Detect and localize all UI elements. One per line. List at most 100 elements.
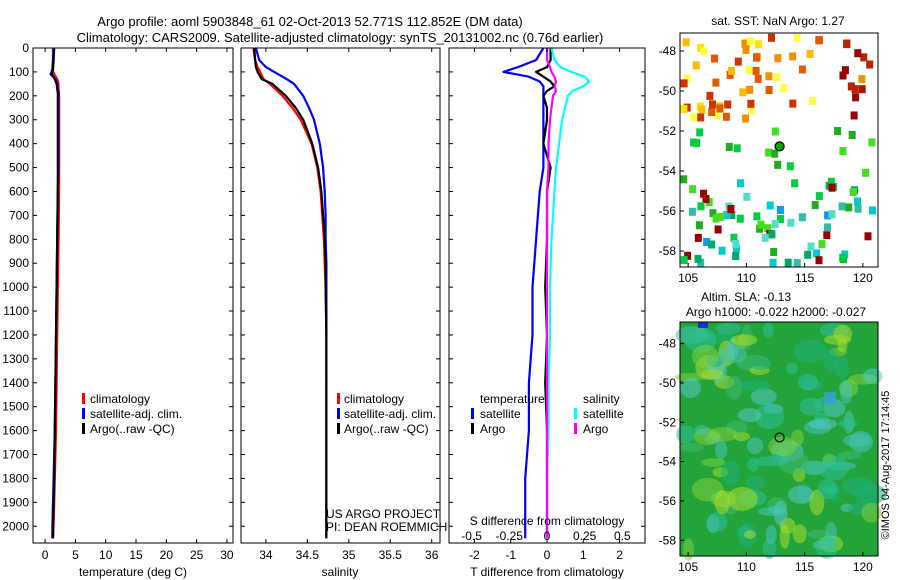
sst-pixel	[854, 197, 861, 206]
legend-swatch-argo	[337, 423, 340, 434]
sla-anomaly-patch	[715, 440, 728, 460]
temperature-xlabel: temperature (deg C)	[79, 565, 187, 579]
sst-pixel	[742, 45, 750, 54]
sst-pixel	[815, 192, 823, 201]
sla-anomaly-patch	[861, 502, 882, 523]
salinity-frame	[240, 47, 441, 544]
sst-pixel	[824, 211, 832, 220]
sst-pixel	[733, 144, 741, 153]
sst-pixel	[694, 233, 702, 242]
sst-pixel	[813, 249, 821, 258]
sst-pixel	[864, 232, 872, 241]
sst-pixel	[847, 82, 855, 91]
sst-pixel	[849, 188, 857, 196]
sst-pixel	[698, 105, 706, 114]
sst-pixel	[714, 225, 722, 234]
sst-pixel	[854, 204, 862, 213]
sst-pixel	[718, 246, 726, 255]
sst-pixel	[780, 84, 788, 92]
sla-anomaly-patch	[708, 427, 738, 442]
sla-anomaly-patch	[824, 392, 836, 404]
s-tick-label: -0.5	[461, 529, 482, 543]
sst-pixel	[725, 142, 733, 151]
sst-pixel	[753, 53, 760, 62]
y-tick-label: 200	[9, 89, 29, 103]
sla-anomaly-patch	[834, 356, 849, 379]
sst-pixel	[789, 52, 797, 61]
sst-pixel	[862, 168, 870, 177]
sst-pixel	[708, 108, 716, 116]
sst-pixel	[793, 33, 801, 42]
figure-title-line2: Climatology: CARS2009. Satellite-adjuste…	[77, 30, 604, 45]
legend-label-argo: Argo(..raw -QC)	[90, 422, 175, 436]
sst-pixel	[858, 85, 866, 94]
sst-pixel	[700, 47, 708, 56]
x-tick-label: 20	[160, 548, 174, 562]
sst-pixel	[695, 221, 703, 230]
sst-pixel	[746, 37, 754, 46]
difference-xlabel: T difference from climatology	[470, 565, 624, 579]
map-y-tick-label: -50	[659, 84, 677, 98]
map-x-tick-label: 110	[737, 271, 756, 285]
sst-pixel	[786, 162, 794, 171]
legend-title-salinity: salinity	[583, 392, 620, 406]
salinity-xlabel: salinity	[322, 565, 359, 579]
sla-anomaly-patch	[750, 358, 772, 371]
sst-pixel	[791, 179, 799, 188]
sst-pixel	[839, 253, 847, 262]
sla-anomaly-patch	[701, 368, 723, 380]
sst-pixel	[680, 105, 688, 113]
sla-anomaly-patch	[779, 524, 790, 549]
legend-swatch-satellite	[337, 408, 340, 419]
sst-pixel	[706, 91, 714, 100]
sla-anomaly-patch	[739, 380, 772, 392]
sst-pixel	[773, 73, 781, 82]
sst-pixel	[771, 127, 779, 136]
sla-anomaly-patch	[792, 524, 807, 544]
x-tick-label: 0	[544, 548, 551, 562]
map-x-tick-label: 120	[853, 271, 873, 285]
map-y-tick-label: -58	[659, 533, 677, 547]
sst-pixel	[770, 248, 778, 256]
sst-pixel	[851, 85, 859, 94]
sla-anomaly-patch	[808, 418, 838, 430]
x-tick-label: 10	[99, 548, 113, 562]
x-tick-label: -2	[469, 548, 480, 562]
sst-pixel	[688, 207, 696, 216]
sst-pixel	[722, 112, 730, 121]
imos-timestamp: ©IMOS 04-Aug-2017 17:14:45	[880, 391, 892, 540]
sst-pixel	[765, 148, 773, 157]
x-tick-label: 15	[129, 548, 143, 562]
sst-pixel	[765, 72, 773, 81]
sst-pixel	[727, 205, 735, 213]
y-tick-label: 800	[9, 232, 29, 246]
sst-pixel	[736, 214, 744, 223]
y-tick-label: 0	[22, 41, 29, 55]
legend-title-temperature: temperature	[480, 392, 545, 406]
sst-pixel	[784, 258, 792, 267]
sla-anomaly-patch	[745, 475, 766, 491]
x-tick-label: 34.5	[296, 548, 320, 562]
sst-pixel	[845, 203, 853, 212]
x-tick-label: 30	[220, 548, 234, 562]
sla-anomaly-patch	[754, 456, 787, 467]
map-x-tick-label: 115	[795, 560, 814, 574]
legend-label-satellite: satellite-adj. clim.	[90, 407, 182, 421]
legend-swatch-climatology	[82, 393, 85, 404]
sst-map-title: sat. SST: NaN Argo: 1.27	[711, 14, 845, 28]
sst-pixel	[689, 113, 697, 122]
sla-anomaly-patch	[837, 451, 862, 460]
sst-pixel	[757, 220, 765, 229]
x-tick-label: 34	[259, 548, 273, 562]
y-tick-label: 1600	[2, 424, 29, 438]
map-x-tick-label: 105	[678, 271, 698, 285]
sst-pixel	[724, 100, 732, 109]
sst-pixel	[742, 114, 750, 123]
sla-anomaly-patch	[833, 324, 853, 343]
y-tick-label: 1800	[2, 471, 29, 485]
sst-pixel	[771, 219, 779, 228]
sla-anomaly-patch	[701, 458, 726, 467]
sst-pixel	[689, 185, 697, 194]
sst-pixel	[815, 36, 823, 45]
